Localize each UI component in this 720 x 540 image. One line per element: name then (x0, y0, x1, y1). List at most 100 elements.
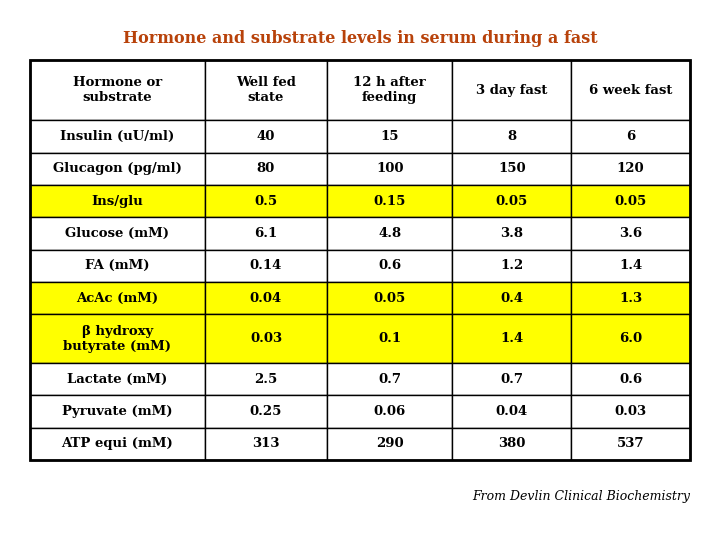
Bar (571, 60, 690, 120)
Bar (327, 60, 452, 120)
Text: 0.1: 0.1 (378, 332, 401, 345)
Text: 15: 15 (380, 130, 399, 143)
Text: 1.2: 1.2 (500, 259, 523, 272)
Bar (452, 249, 571, 282)
Bar (205, 185, 327, 218)
Bar (205, 428, 327, 460)
Text: 2.5: 2.5 (254, 373, 278, 386)
Text: 0.05: 0.05 (374, 292, 406, 305)
Text: 380: 380 (498, 437, 526, 450)
Text: 0.04: 0.04 (250, 292, 282, 305)
Bar (205, 120, 327, 153)
Bar (571, 185, 690, 218)
Text: 290: 290 (376, 437, 403, 450)
Bar (205, 249, 327, 282)
Text: FA (mM): FA (mM) (85, 259, 150, 272)
Bar (452, 60, 571, 120)
Bar (452, 185, 571, 218)
Text: 6: 6 (626, 130, 635, 143)
Bar (571, 218, 690, 249)
Text: 0.14: 0.14 (250, 259, 282, 272)
Text: 313: 313 (252, 437, 279, 450)
Text: β hydroxy
butyrate (mM): β hydroxy butyrate (mM) (63, 325, 171, 353)
Text: 0.03: 0.03 (615, 405, 647, 418)
Bar (452, 314, 571, 363)
Bar (452, 363, 571, 395)
Bar (452, 153, 571, 185)
Bar (30, 60, 690, 460)
Text: Glucagon (pg/ml): Glucagon (pg/ml) (53, 163, 182, 176)
Bar (205, 395, 327, 428)
Text: Hormone or
substrate: Hormone or substrate (73, 76, 162, 104)
Bar (452, 428, 571, 460)
Text: 6.1: 6.1 (254, 227, 278, 240)
Bar (452, 218, 571, 249)
Text: 0.6: 0.6 (378, 259, 401, 272)
Text: 0.03: 0.03 (250, 332, 282, 345)
Bar (571, 363, 690, 395)
Text: 0.25: 0.25 (250, 405, 282, 418)
Text: Lactate (mM): Lactate (mM) (68, 373, 168, 386)
Text: 150: 150 (498, 163, 526, 176)
Bar (571, 282, 690, 314)
Bar (327, 153, 452, 185)
Text: 120: 120 (617, 163, 644, 176)
Text: 4.8: 4.8 (378, 227, 401, 240)
Text: 0.06: 0.06 (374, 405, 406, 418)
Text: 40: 40 (257, 130, 275, 143)
Text: ATP equi (mM): ATP equi (mM) (62, 437, 174, 450)
Bar (452, 282, 571, 314)
Bar (30, 185, 205, 218)
Text: Ins/glu: Ins/glu (91, 195, 143, 208)
Text: 12 h after
feeding: 12 h after feeding (354, 76, 426, 104)
Text: 3.8: 3.8 (500, 227, 523, 240)
Text: From Devlin Clinical Biochemistry: From Devlin Clinical Biochemistry (472, 490, 690, 503)
Text: 3.6: 3.6 (619, 227, 642, 240)
Bar (30, 314, 205, 363)
Text: 1.4: 1.4 (500, 332, 523, 345)
Bar (30, 428, 205, 460)
Bar (30, 249, 205, 282)
Text: 6.0: 6.0 (619, 332, 642, 345)
Text: 80: 80 (257, 163, 275, 176)
Bar (30, 120, 205, 153)
Text: 0.6: 0.6 (619, 373, 642, 386)
Bar (30, 282, 205, 314)
Text: 1.4: 1.4 (619, 259, 642, 272)
Bar (30, 395, 205, 428)
Bar (327, 428, 452, 460)
Text: 0.7: 0.7 (378, 373, 401, 386)
Text: Insulin (uU/ml): Insulin (uU/ml) (60, 130, 174, 143)
Bar (327, 282, 452, 314)
Text: Glucose (mM): Glucose (mM) (66, 227, 169, 240)
Bar (327, 363, 452, 395)
Bar (571, 428, 690, 460)
Bar (571, 153, 690, 185)
Text: 0.05: 0.05 (614, 195, 647, 208)
Bar (571, 249, 690, 282)
Text: Hormone and substrate levels in serum during a fast: Hormone and substrate levels in serum du… (122, 30, 598, 47)
Bar (30, 153, 205, 185)
Bar (327, 218, 452, 249)
Text: 6 week fast: 6 week fast (589, 84, 672, 97)
Text: 0.05: 0.05 (495, 195, 528, 208)
Bar (205, 363, 327, 395)
Bar (30, 60, 205, 120)
Bar (571, 395, 690, 428)
Bar (571, 314, 690, 363)
Text: 0.5: 0.5 (254, 195, 277, 208)
Text: 1.3: 1.3 (619, 292, 642, 305)
Bar (205, 218, 327, 249)
Bar (327, 185, 452, 218)
Bar (205, 60, 327, 120)
Text: 0.7: 0.7 (500, 373, 523, 386)
Bar (327, 314, 452, 363)
Bar (452, 395, 571, 428)
Bar (452, 120, 571, 153)
Bar (30, 218, 205, 249)
Text: 0.15: 0.15 (374, 195, 406, 208)
Bar (205, 153, 327, 185)
Bar (571, 120, 690, 153)
Text: 3 day fast: 3 day fast (476, 84, 547, 97)
Text: 0.04: 0.04 (495, 405, 528, 418)
